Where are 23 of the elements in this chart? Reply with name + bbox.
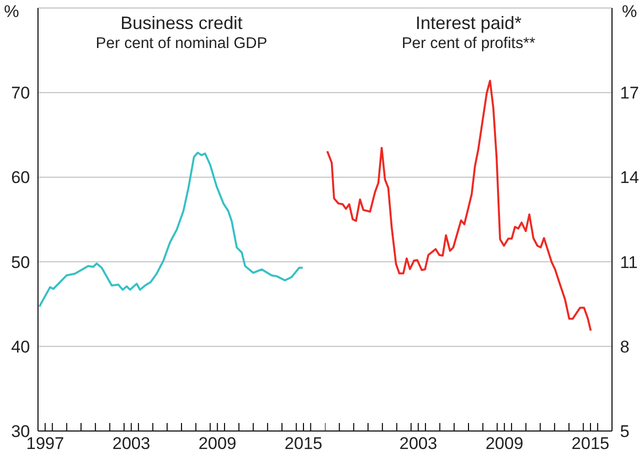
- y2-axis-title: %: [622, 2, 637, 22]
- y2-tick-label: 11: [620, 252, 638, 272]
- y-tick-label: 40: [11, 337, 30, 356]
- x-tick-label: 2009: [198, 434, 236, 454]
- x-tick-label: 2015: [572, 434, 610, 454]
- y2-tick-label: 5: [620, 422, 630, 442]
- text: Per cent of profits**: [400, 34, 536, 54]
- x-tick-label: 2003: [399, 434, 438, 454]
- y-axis-title: %: [4, 2, 20, 22]
- y2-tick-label: 8: [620, 337, 630, 356]
- chart-title: Interest paid*: [414, 12, 523, 34]
- y-tick-label: 50: [11, 252, 30, 272]
- text: Per cent of nominal GDP: [94, 34, 268, 54]
- y2-tick-label: 14: [620, 168, 639, 188]
- y-tick-label: 70: [11, 84, 30, 103]
- line-series: [326, 80, 592, 332]
- x-tick-label: 2015: [284, 434, 322, 454]
- y-tick-label: 60: [11, 168, 30, 188]
- x-tick-label: 2003: [112, 434, 150, 454]
- y2-tick-label: 17: [620, 84, 639, 103]
- line-series: [38, 152, 304, 308]
- x-tick-label: 2009: [485, 434, 524, 454]
- chart-title: Business credit: [119, 12, 244, 34]
